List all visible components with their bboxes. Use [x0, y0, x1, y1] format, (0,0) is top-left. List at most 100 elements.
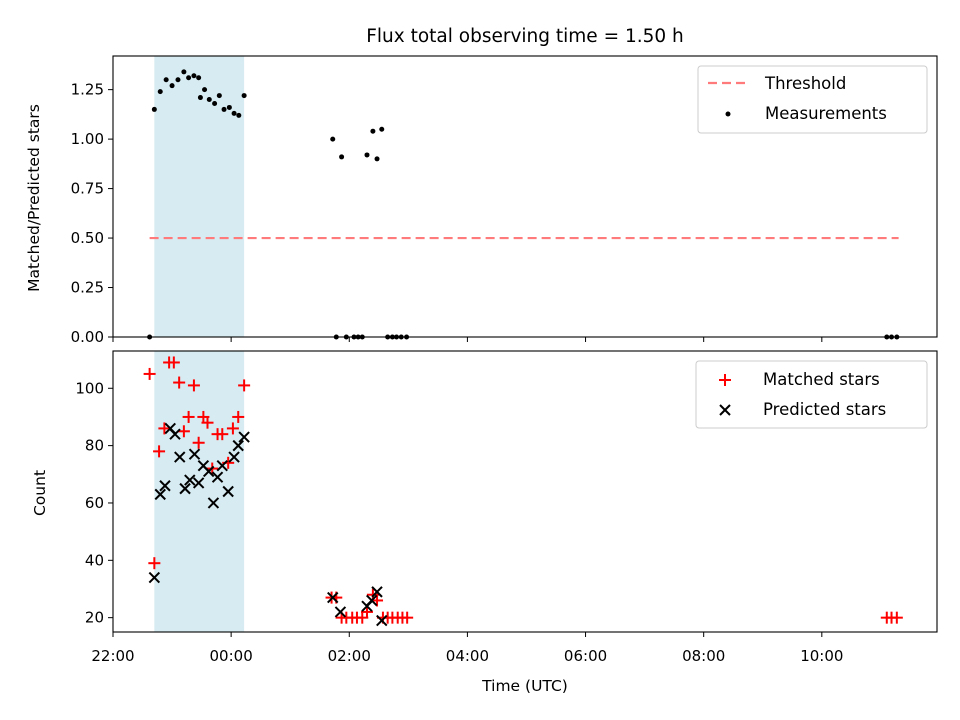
predicted-star-point	[334, 606, 347, 618]
predicted-star-point	[232, 439, 244, 452]
y-tick-label: 0.75	[71, 180, 104, 198]
predicted-star-point	[228, 451, 240, 463]
matched-star-point	[143, 367, 156, 380]
matched-star-point	[187, 379, 200, 392]
x-tick-label: 04:00	[446, 647, 489, 665]
measurement-point	[364, 152, 370, 158]
predicted-star-point	[154, 488, 166, 501]
ratio-axes-frame	[112, 55, 938, 338]
ratio-x-ticks	[112, 337, 823, 342]
measurement-point	[181, 69, 187, 75]
measurement-point	[212, 100, 218, 106]
counts-axes-frame	[112, 350, 938, 633]
legend-matched-swatch	[719, 374, 731, 386]
y-tick-label: 1.25	[71, 81, 104, 99]
ratio-y-axis-label: Matched/Predicted stars	[25, 104, 43, 292]
matched-stars-points	[143, 356, 903, 624]
matched-star-point	[401, 611, 414, 624]
matched-star-point	[216, 428, 229, 441]
matched-star-point	[232, 410, 245, 423]
measurement-points	[147, 69, 900, 340]
measurement-point	[191, 73, 197, 79]
counts-y-axis-label: Count	[31, 470, 49, 516]
legend-predicted-label: Predicted stars	[763, 400, 886, 419]
matched-star-point	[182, 410, 195, 423]
legend-predicted-swatch	[719, 404, 731, 416]
predicted-star-point	[192, 477, 205, 489]
predicted-star-point	[169, 428, 181, 440]
measurement-point	[339, 154, 345, 160]
predicted-star-point	[179, 482, 191, 495]
measurement-point	[175, 77, 181, 83]
predicted-star-point	[376, 614, 388, 627]
legend-threshold-label: Threshold	[764, 74, 846, 93]
y-tick-label: 60	[85, 494, 104, 512]
x-tick-label: 06:00	[564, 647, 607, 665]
x-tick-label: 02:00	[328, 647, 371, 665]
measurement-point	[231, 110, 237, 116]
counts-panel: 20 40 60 80 100 22:00 00:00 02:00 04:00 06:00 08:…	[31, 350, 938, 695]
y-tick-label: 40	[85, 551, 104, 569]
x-tick-label: 08:00	[682, 647, 725, 665]
legend-measurements-label: Measurements	[765, 104, 887, 123]
matched-star-point	[153, 445, 166, 458]
predicted-star-point	[184, 474, 196, 486]
predicted-star-point	[366, 594, 378, 607]
x-tick-label: 22:00	[91, 647, 134, 665]
predicted-star-point	[216, 459, 228, 472]
matched-star-point	[192, 436, 205, 449]
y-tick-label: 0.50	[71, 229, 104, 247]
y-tick-label: 0.25	[71, 279, 104, 297]
predicted-star-point	[159, 480, 171, 492]
x-tick-label: 00:00	[210, 647, 253, 665]
ratio-panel: 0.00 0.25 0.50 0.75 1.00 1.25 Matched/Predict…	[25, 55, 938, 346]
legend-measurements-swatch	[725, 111, 731, 117]
counts-legend-box	[695, 360, 928, 429]
predicted-star-point	[238, 431, 250, 443]
highlight-span	[154, 56, 245, 337]
measurement-point	[169, 83, 175, 89]
measurement-point	[202, 87, 208, 93]
measurement-point	[330, 136, 336, 142]
matched-star-point	[226, 422, 239, 435]
counts-y-axis: 20 40 60 80 100	[75, 379, 113, 627]
predicted-star-point	[174, 451, 186, 463]
predicted-star-point	[207, 497, 220, 509]
x-axis-label: Time (UTC)	[481, 677, 568, 695]
measurement-point	[206, 97, 212, 103]
measurement-point	[151, 106, 157, 112]
y-tick-label: 80	[85, 437, 104, 455]
y-tick-label: 0.00	[71, 328, 104, 346]
y-tick-label: 20	[85, 609, 104, 627]
measurement-point	[186, 75, 192, 81]
predicted-star-point	[202, 465, 215, 478]
matched-star-point	[177, 425, 190, 438]
matched-star-point	[148, 557, 161, 570]
chart-title: Flux total observing time = 1.50 h	[366, 26, 684, 47]
measurement-point	[370, 128, 376, 134]
matched-star-point	[890, 611, 903, 624]
predicted-star-point	[211, 471, 224, 483]
predicted-star-point	[188, 448, 201, 460]
measurement-point	[157, 89, 163, 95]
measurement-point	[216, 93, 222, 99]
matched-star-point	[201, 416, 214, 429]
x-tick-label: 10:00	[800, 647, 843, 665]
measurement-point	[374, 156, 380, 162]
counts-legend: Matched stars Predicted stars	[695, 360, 928, 429]
matched-star-point	[238, 379, 251, 392]
ratio-legend: Threshold Measurements	[697, 65, 928, 134]
counts-x-axis: 22:00 00:00 02:00 04:00 06:00 08:00 10:00	[91, 632, 843, 665]
predicted-star-point	[222, 485, 234, 498]
measurement-point	[197, 95, 203, 101]
measurement-point	[221, 106, 227, 112]
y-tick-label: 1.00	[71, 130, 104, 148]
highlight-span	[154, 351, 245, 632]
matched-star-point	[158, 422, 171, 435]
predicted-star-point	[327, 591, 339, 604]
measurement-point	[196, 75, 202, 81]
y-tick-label: 100	[75, 379, 104, 397]
ratio-y-axis: 0.00 0.25 0.50 0.75 1.00 1.25	[71, 81, 113, 346]
predicted-star-point	[371, 586, 383, 598]
